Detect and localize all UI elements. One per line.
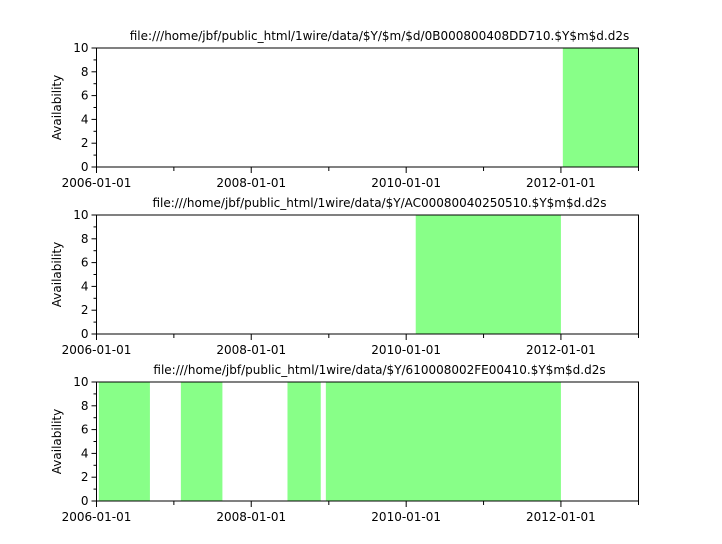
y-tick-label: 2 <box>81 470 89 484</box>
y-tick-label: 10 <box>73 208 88 222</box>
y-tick-label: 0 <box>81 160 89 174</box>
y-tick-label: 4 <box>81 446 89 460</box>
x-tick-label: 2012-01-01 <box>526 176 596 190</box>
y-axis-label: Availability <box>50 242 64 307</box>
y-tick-label: 0 <box>81 494 89 508</box>
x-tick-label: 2008-01-01 <box>216 510 286 524</box>
availability-bar <box>325 382 561 501</box>
availability-bar <box>180 382 223 501</box>
x-tick-label: 2012-01-01 <box>526 343 596 357</box>
panel-title: file:///home/jbf/public_html/1wire/data/… <box>130 29 629 43</box>
y-tick-label: 6 <box>81 256 89 270</box>
y-tick-label: 8 <box>81 65 89 79</box>
y-tick-label: 2 <box>81 303 89 317</box>
y-tick-label: 10 <box>73 375 88 389</box>
x-tick-label: 2006-01-01 <box>62 510 132 524</box>
x-tick-label: 2012-01-01 <box>526 510 596 524</box>
y-axis-label: Availability <box>50 409 64 474</box>
availability-bar <box>562 48 639 167</box>
y-tick-label: 2 <box>81 136 89 150</box>
y-tick-label: 8 <box>81 232 89 246</box>
panel-1: file:///home/jbf/public_html/1wire/data/… <box>50 29 639 190</box>
plot-frame <box>96 47 639 168</box>
y-tick-label: 4 <box>81 112 89 126</box>
y-tick-label: 0 <box>81 327 89 341</box>
y-tick-label: 6 <box>81 423 89 437</box>
y-tick-label: 8 <box>81 399 89 413</box>
y-tick-label: 6 <box>81 89 89 103</box>
x-tick-label: 2008-01-01 <box>216 343 286 357</box>
x-tick-label: 2006-01-01 <box>62 343 132 357</box>
y-tick-label: 10 <box>73 41 88 55</box>
panel-2: file:///home/jbf/public_html/1wire/data/… <box>50 196 639 357</box>
panel-title: file:///home/jbf/public_html/1wire/data/… <box>153 363 605 377</box>
availability-bar <box>287 382 321 501</box>
availability-bar <box>98 382 150 501</box>
x-tick-label: 2010-01-01 <box>371 343 441 357</box>
y-tick-label: 4 <box>81 279 89 293</box>
panel-3: file:///home/jbf/public_html/1wire/data/… <box>50 363 639 524</box>
x-tick-label: 2010-01-01 <box>371 510 441 524</box>
y-axis-label: Availability <box>50 75 64 140</box>
panel-title: file:///home/jbf/public_html/1wire/data/… <box>152 196 606 210</box>
x-tick-label: 2010-01-01 <box>371 176 441 190</box>
x-tick-label: 2008-01-01 <box>216 176 286 190</box>
x-tick-label: 2006-01-01 <box>62 176 132 190</box>
availability-bar <box>415 215 561 334</box>
